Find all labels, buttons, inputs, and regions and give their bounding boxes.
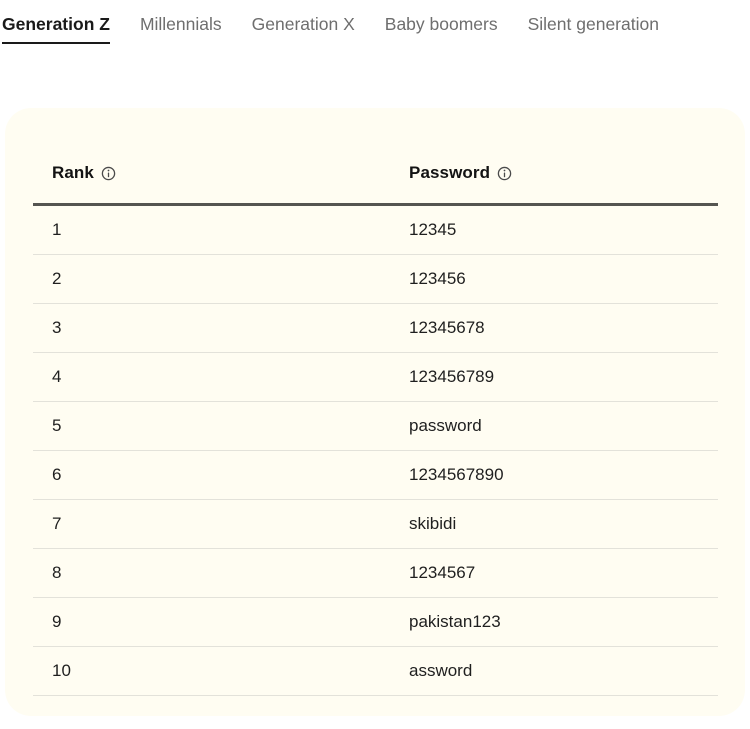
password-cell: skibidi bbox=[390, 499, 718, 549]
rank-cell: 4 bbox=[33, 352, 390, 402]
table-row: 9 pakistan123 bbox=[33, 597, 718, 647]
table-header-row: Rank Password bbox=[33, 143, 718, 206]
password-cell: assword bbox=[390, 646, 718, 696]
password-cell: 12345 bbox=[390, 204, 718, 255]
rank-column-header: Rank bbox=[33, 143, 390, 206]
rank-cell: 6 bbox=[33, 450, 390, 500]
password-cell: pakistan123 bbox=[390, 597, 718, 647]
table-row: 6 1234567890 bbox=[33, 450, 718, 500]
passwords-card: Rank Password 1 12345 2 123456 3 1234567… bbox=[5, 108, 745, 716]
password-cell: 123456 bbox=[390, 254, 718, 304]
passwords-table: Rank Password 1 12345 2 123456 3 1234567… bbox=[33, 143, 718, 696]
tab-silent-generation[interactable]: Silent generation bbox=[528, 11, 659, 44]
password-cell: 1234567 bbox=[390, 548, 718, 598]
table-row: 3 12345678 bbox=[33, 303, 718, 353]
tab-label: Silent generation bbox=[527, 14, 659, 34]
table-row: 10 assword bbox=[33, 646, 718, 696]
rank-cell: 5 bbox=[33, 401, 390, 451]
rank-header-label: Rank bbox=[52, 163, 94, 182]
generation-tabs: Generation Z Millennials Generation X Ba… bbox=[0, 0, 750, 44]
table-row: 2 123456 bbox=[33, 254, 718, 304]
tab-millennials[interactable]: Millennials bbox=[140, 11, 222, 44]
password-cell: 12345678 bbox=[390, 303, 718, 353]
tab-generation-x[interactable]: Generation X bbox=[252, 11, 355, 44]
rank-cell: 10 bbox=[33, 646, 390, 696]
table-row: 4 123456789 bbox=[33, 352, 718, 402]
rank-cell: 3 bbox=[33, 303, 390, 353]
table-row: 5 password bbox=[33, 401, 718, 451]
rank-cell: 1 bbox=[33, 204, 390, 255]
table-row: 8 1234567 bbox=[33, 548, 718, 598]
tab-label: Generation Z bbox=[2, 14, 110, 34]
info-icon[interactable] bbox=[497, 166, 512, 181]
tab-generation-z[interactable]: Generation Z bbox=[2, 11, 110, 44]
rank-cell: 2 bbox=[33, 254, 390, 304]
tab-label: Generation X bbox=[251, 14, 355, 34]
password-header-label: Password bbox=[409, 163, 491, 182]
rank-cell: 9 bbox=[33, 597, 390, 647]
password-cell: 123456789 bbox=[390, 352, 718, 402]
tab-label: Millennials bbox=[139, 14, 222, 34]
rank-cell: 8 bbox=[33, 548, 390, 598]
info-icon[interactable] bbox=[101, 166, 116, 181]
password-column-header: Password bbox=[390, 143, 718, 206]
rank-cell: 7 bbox=[33, 499, 390, 549]
table-row: 7 skibidi bbox=[33, 499, 718, 549]
tab-label: Baby boomers bbox=[384, 14, 498, 34]
table-row: 1 12345 bbox=[33, 204, 718, 255]
password-cell: password bbox=[390, 401, 718, 451]
password-cell: 1234567890 bbox=[390, 450, 718, 500]
tab-baby-boomers[interactable]: Baby boomers bbox=[385, 11, 498, 44]
